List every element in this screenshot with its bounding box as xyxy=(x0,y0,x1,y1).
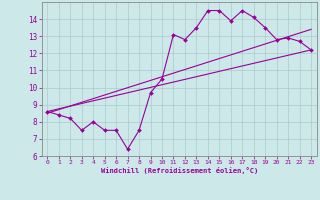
X-axis label: Windchill (Refroidissement éolien,°C): Windchill (Refroidissement éolien,°C) xyxy=(100,167,258,174)
